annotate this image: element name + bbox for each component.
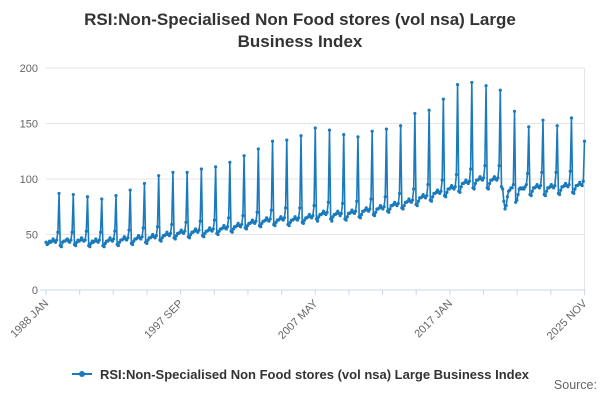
legend: RSI:Non-Specialised Non Food stores (vol…: [0, 363, 600, 385]
source-label: Source:: [553, 378, 597, 392]
legend-label: RSI:Non-Specialised Non Food stores (vol…: [99, 366, 530, 382]
x-tick-label: 2007 MAY: [276, 297, 321, 342]
series-points: [44, 80, 587, 249]
legend-line-marker-icon: [71, 371, 92, 377]
y-tick-label: 100: [20, 174, 38, 186]
x-tick-label: 2017 JAN: [412, 298, 455, 341]
chart-title-line-2: Business Index: [237, 32, 363, 52]
timeseries-chart: 0 50 100 150 200 1988 JAN 1997 SEP 2007 MAY 2017…: [8, 63, 590, 342]
series-line: [45, 81, 586, 248]
y-tick-label: 50: [26, 230, 38, 242]
x-tick-label: 1988 JAN: [8, 298, 51, 341]
x-tick-label: 1997 SEP: [142, 298, 186, 342]
chart-title-line-1: RSI:Non-Specialised Non Food stores (vol…: [84, 10, 516, 29]
y-tick-label: 150: [20, 119, 38, 131]
y-tick-label: 0: [32, 285, 38, 297]
y-tick-label: 200: [20, 63, 38, 75]
chart-title: RSI:Non-Specialised Non Food stores (vol…: [60, 9, 540, 54]
x-tick-label: 2025 NOV: [545, 297, 590, 342]
